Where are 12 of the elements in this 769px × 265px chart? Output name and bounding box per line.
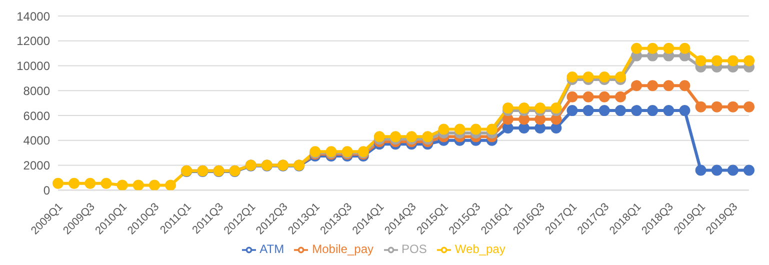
legend-label: ATM <box>260 242 284 256</box>
y-tick-label: 12000 <box>16 34 50 48</box>
y-tick-label: 8000 <box>23 84 50 98</box>
y-tick-label: 6000 <box>23 108 50 123</box>
y-tick-label: 4000 <box>23 134 50 148</box>
y-tick-label: 2000 <box>23 158 50 173</box>
legend-label: Mobile_pay <box>312 242 374 256</box>
y-tick-label: 14000 <box>16 9 50 24</box>
y-tick-label: 10000 <box>16 59 50 74</box>
legend-label: POS <box>402 242 427 256</box>
legend-label: Web_pay <box>454 242 506 256</box>
y-tick-label: 0 <box>43 183 50 198</box>
